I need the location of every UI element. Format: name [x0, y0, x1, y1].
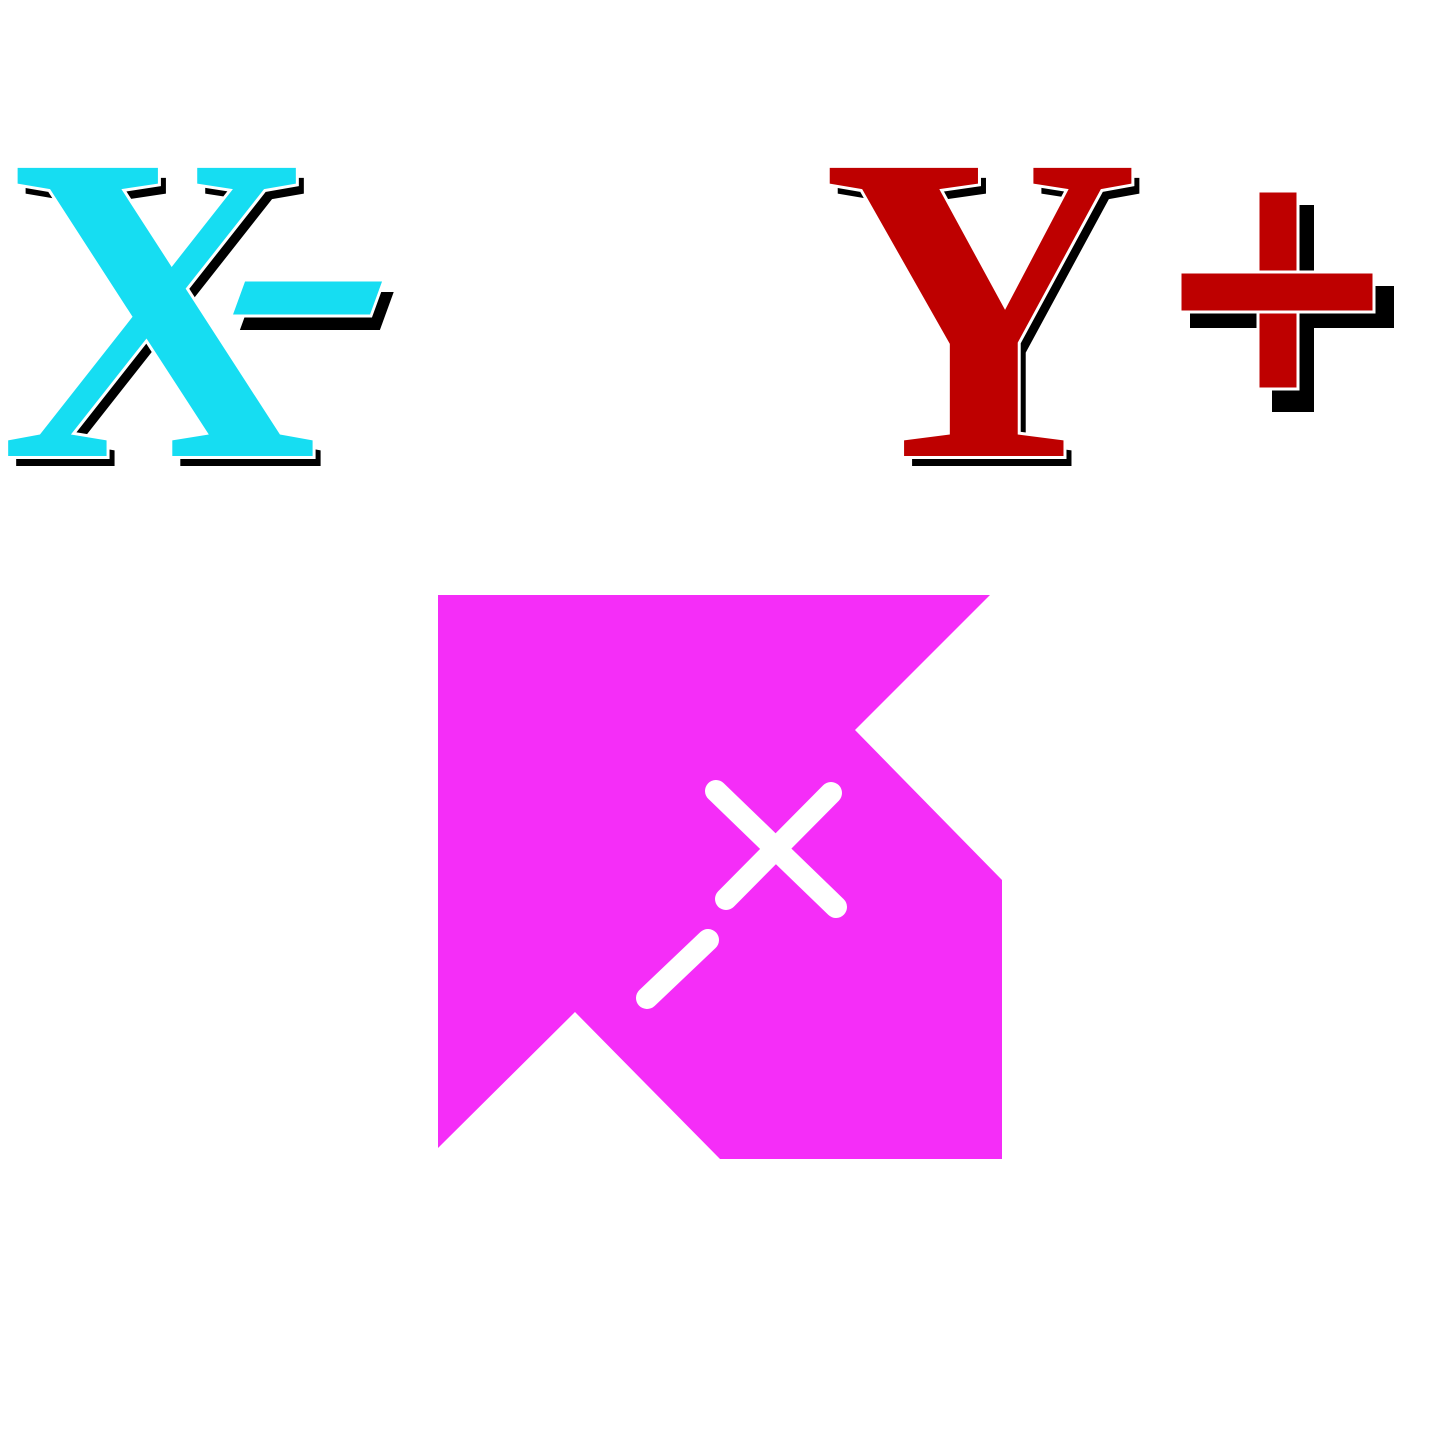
cross-mark: [636, 780, 847, 1009]
y-plus-label: Y Y +: [0, 0, 1394, 562]
icon-body: [438, 595, 1002, 1159]
x-minus-y-plus-arrow-icon: [432, 580, 1018, 1183]
y-letter: Y: [822, 65, 1140, 552]
y-plus-sign: [1178, 189, 1376, 391]
x-minus-label: X X -: [0, 0, 394, 562]
x-minus-sign: [228, 278, 387, 318]
x-sign-text: -: [0, 0, 1, 1]
y-sign-text: +: [0, 0, 1, 1]
y-letter-shadow: Y: [830, 75, 1148, 562]
